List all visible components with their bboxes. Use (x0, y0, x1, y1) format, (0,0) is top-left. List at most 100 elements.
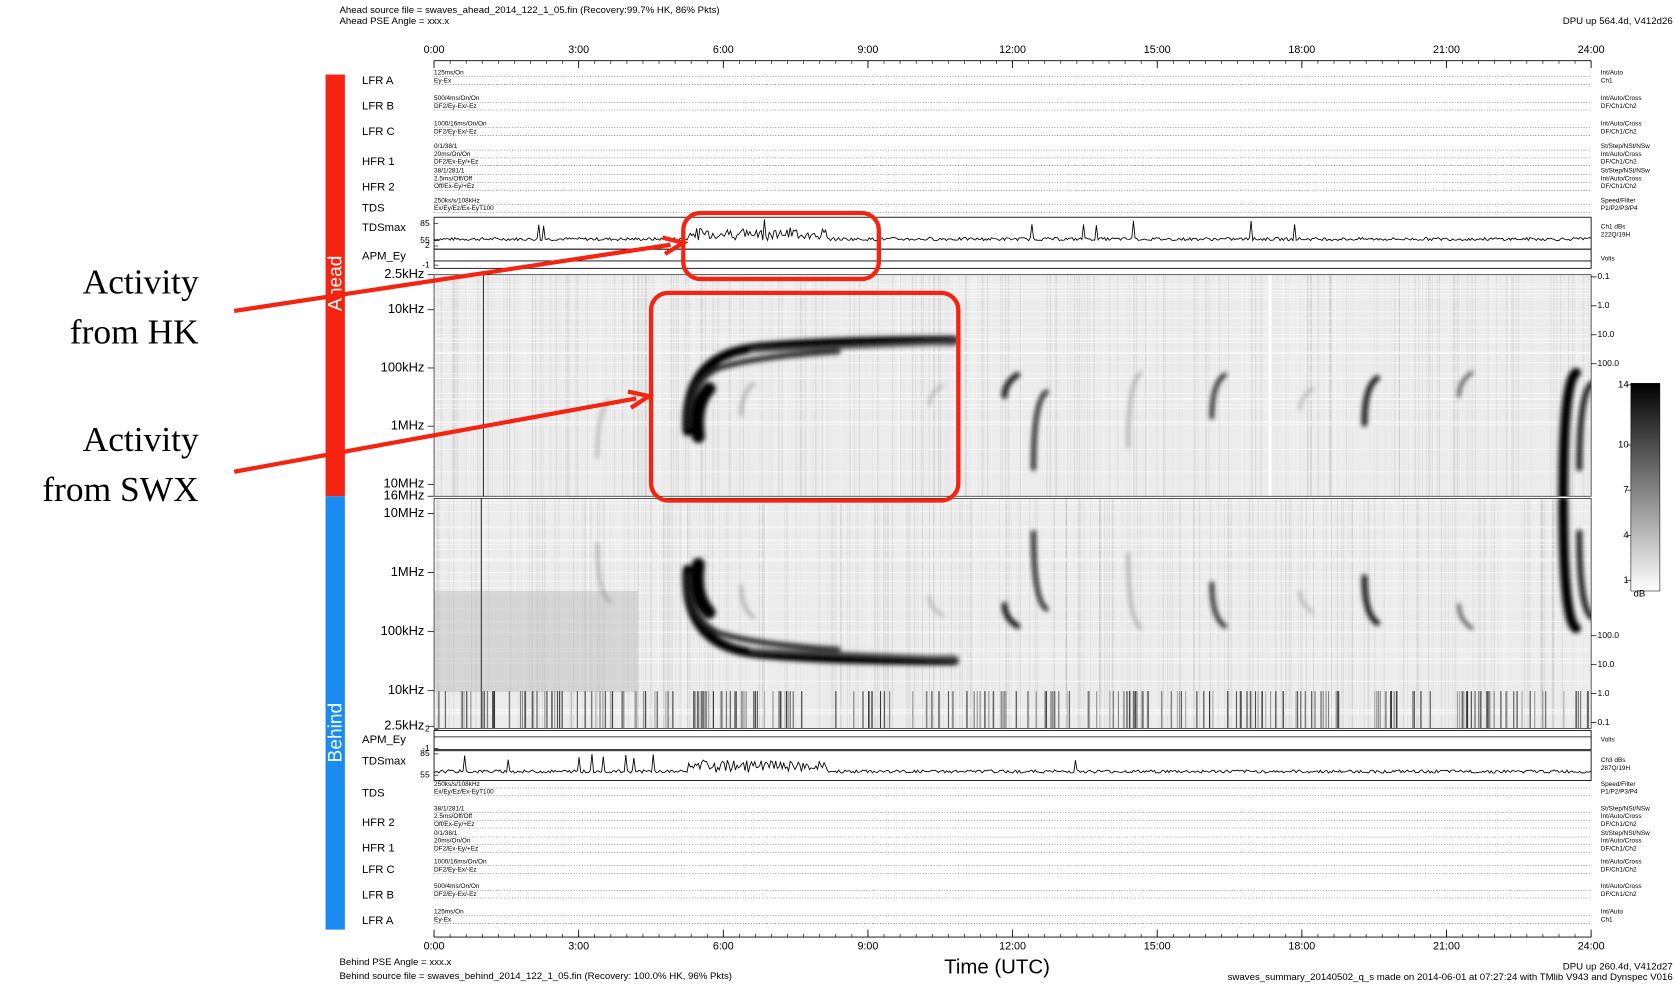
burst (596, 398, 612, 459)
y2-tick-label: 100.0 (1598, 358, 1620, 368)
behind-label: Behind (325, 703, 346, 763)
y-tick-label: 16MHz (384, 488, 425, 503)
row-mode: St/Step/NSt/NSw (1601, 830, 1650, 837)
row-mode: Int/Auto (1601, 909, 1624, 916)
x-tick-label: 0:00 (424, 941, 445, 953)
row-label: LFR A (362, 915, 394, 927)
row-param: DF2/Ey-Ex/-Ez (434, 891, 477, 898)
bursts (596, 335, 1592, 497)
row-label: LFR C (362, 864, 395, 876)
row-mode: DF/Ch1/Ch2 (1601, 183, 1637, 190)
row-label: LFR A (362, 75, 394, 87)
header-dpu: DPU up 564.4d, V412d26 (1563, 16, 1673, 27)
burst (690, 382, 716, 443)
row-mode: DF/Ch1/Ch2 (1601, 821, 1637, 828)
burst (750, 341, 958, 354)
spectrogram-frame (433, 498, 1592, 729)
y2-tick-label: 1.0 (1598, 688, 1610, 698)
panel-label: TDSmax (362, 755, 406, 767)
row-param: 500/4ms/On/On (434, 883, 480, 890)
y-tick-label: 10kHz (388, 682, 425, 697)
row-label: LFR B (362, 890, 394, 902)
x-tick-label: 9:00 (857, 44, 878, 56)
y2-tick-label: 100.0 (1598, 630, 1620, 640)
row-param: 250ks/s/108kHz (434, 781, 480, 788)
arrow-head (627, 389, 655, 410)
burst (682, 564, 959, 666)
row-mode: DF/Ch1/Ch2 (1601, 846, 1637, 853)
header-pse: Ahead PSE Angle = xxx.x (339, 16, 449, 27)
row-label: HFR 2 (362, 817, 395, 829)
colorbar-tick-label: 7 (1623, 485, 1628, 496)
row-mode: Speed/Filter (1601, 781, 1637, 788)
row-param: 500/4ms/On/On (434, 95, 480, 102)
burst (928, 595, 944, 617)
annotation: from SWX (42, 470, 199, 509)
row-param: 250ks/s/108kHz (434, 197, 480, 204)
row-param: 125ms/On (434, 70, 464, 77)
x-tick-label: 24:00 (1578, 44, 1605, 56)
row-mode: Speed/Filter (1601, 197, 1637, 204)
x-tick-label: 18:00 (1288, 941, 1315, 953)
annotation: Activity (83, 263, 200, 302)
row-mode: DF/Ch1/Ch2 (1601, 866, 1637, 873)
x-tick-label: 15:00 (1144, 44, 1171, 56)
row-mode: Ch1 (1601, 917, 1613, 924)
annotation: from HK (70, 313, 199, 352)
burst (1031, 389, 1049, 471)
panel-tick-label: 85 (420, 748, 430, 758)
panel-box (433, 730, 1592, 751)
highlight-box (681, 210, 881, 282)
row-param: 20ms/On/On (434, 838, 471, 845)
y-tick-label: 10MHz (384, 505, 425, 520)
x-tick-label: 12:00 (999, 44, 1026, 56)
panel-box (433, 216, 1592, 250)
panel-tick-label: 55 (420, 770, 430, 780)
row-param: DF2/Ex-Ey/+Ez (434, 846, 478, 853)
row-param: DF2/Ex-Ey/+Ez (434, 159, 478, 166)
burst (1127, 371, 1143, 449)
x-axis-label: Time (UTC) (944, 956, 1050, 978)
x-tick-label: 12:00 (999, 941, 1026, 953)
row-param: 0/1/38/1 (434, 143, 458, 150)
burst (1001, 602, 1021, 629)
row-param: Off/Ex-Ey/+Ez (434, 821, 474, 828)
burst (1298, 589, 1314, 614)
y-tick-label: 10kHz (388, 301, 425, 316)
row-mode: DF/Ch1/Ch2 (1601, 129, 1637, 136)
burst (1361, 574, 1381, 626)
row-param: 2.5ms/Off/Off (434, 175, 472, 182)
row-label: TDS (362, 203, 385, 215)
row-mode: Ch1 (1601, 77, 1613, 84)
burst (1361, 375, 1381, 427)
ahead-bar (325, 74, 345, 497)
x-tick-label: 6:00 (713, 941, 734, 953)
x-tick-label: 24:00 (1578, 941, 1605, 953)
row-param: DF2/Ey-Ex/-Ez (434, 129, 477, 136)
burst (1457, 371, 1474, 398)
colorbar-tick-label: 10 (1618, 440, 1629, 451)
panel-box (433, 750, 1592, 781)
footer-dpu: DPU up 260.4d, V412d27 (1563, 961, 1673, 972)
y2-tick-label: 1.0 (1598, 300, 1610, 310)
panel-mode: Ch1 dBs (1601, 224, 1626, 231)
row-mode: St/Step/NSt/NSw (1601, 168, 1650, 175)
panel-tick-label: 85 (420, 218, 430, 228)
burst (1558, 498, 1581, 634)
row-mode: Int/Auto/Cross (1601, 859, 1642, 866)
panel-trace (433, 219, 1592, 243)
colorbar-tick-label: 1 (1623, 575, 1628, 586)
colorbar-label: dB (1634, 589, 1646, 600)
y-tick-label: 10MHz (384, 476, 425, 491)
burst (1576, 529, 1592, 621)
panel-mode: Volts (1601, 737, 1615, 744)
row-label: HFR 2 (362, 181, 395, 193)
colorbar (1630, 383, 1661, 592)
panel-box (433, 248, 1592, 269)
bursts (596, 498, 1592, 666)
low-shade (434, 591, 639, 693)
burst (1558, 367, 1581, 497)
panel-mode: Volts (1601, 255, 1615, 262)
annotation: Activity (83, 420, 200, 459)
